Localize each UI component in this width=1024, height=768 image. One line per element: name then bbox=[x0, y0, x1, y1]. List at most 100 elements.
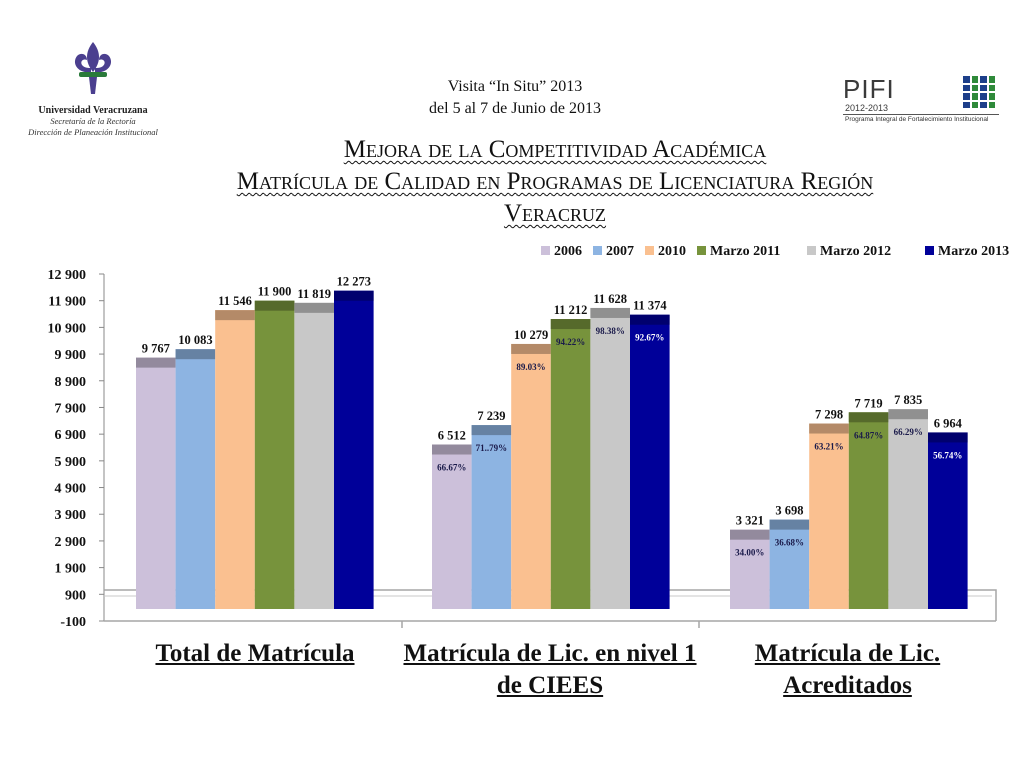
bar bbox=[432, 444, 472, 609]
bar bbox=[928, 432, 968, 609]
percent-label: 94.22% bbox=[556, 337, 585, 347]
y-tick-label: 900 bbox=[65, 588, 86, 603]
bar bbox=[511, 343, 551, 609]
bar-cap bbox=[848, 412, 889, 423]
legend-swatch bbox=[697, 246, 706, 255]
bar bbox=[471, 425, 512, 609]
secretaria-label: Secretaría de la Rectoría bbox=[50, 116, 136, 126]
value-label: 7 239 bbox=[477, 409, 505, 423]
university-name: Universidad Veracruzana bbox=[38, 105, 148, 116]
y-tick-label: 5 900 bbox=[55, 455, 87, 470]
y-tick-label: 1 900 bbox=[55, 562, 87, 577]
value-label: 11 212 bbox=[554, 303, 588, 317]
bar bbox=[136, 357, 176, 609]
bar bbox=[769, 519, 810, 609]
value-label: 11 819 bbox=[297, 287, 331, 301]
bar-cap bbox=[432, 444, 472, 455]
y-tick-label: -100 bbox=[60, 615, 86, 630]
value-label: 11 900 bbox=[258, 285, 292, 299]
legend-label: Marzo 2011 bbox=[710, 244, 780, 259]
legend-swatch bbox=[645, 246, 654, 255]
bar bbox=[630, 314, 670, 609]
bar bbox=[294, 302, 334, 609]
legend-label: 2007 bbox=[606, 244, 634, 259]
bar bbox=[334, 290, 374, 609]
bar bbox=[730, 529, 770, 609]
value-label: 7 835 bbox=[894, 393, 922, 407]
value-label: 9 767 bbox=[142, 342, 170, 356]
bar-cap bbox=[215, 310, 255, 321]
bar-cap bbox=[928, 432, 968, 443]
bar bbox=[848, 412, 889, 609]
y-tick-label: 7 900 bbox=[55, 401, 87, 416]
value-label: 11 546 bbox=[218, 294, 252, 308]
category-label: Total de Matrícula bbox=[155, 640, 355, 667]
bar-cap bbox=[511, 343, 551, 354]
value-label: 3 321 bbox=[736, 514, 764, 528]
bar-cap bbox=[730, 529, 770, 540]
y-tick-label: 2 900 bbox=[55, 535, 87, 550]
percent-label: 71..79% bbox=[476, 443, 508, 453]
percent-label: 56.74% bbox=[933, 450, 962, 460]
bar bbox=[888, 409, 928, 609]
y-tick-label: 6 900 bbox=[55, 428, 87, 443]
bar bbox=[550, 319, 591, 609]
category-label: Matrícula de Lic. en nivel 1 de CIEES bbox=[403, 640, 697, 699]
title-line-3: Veracruz bbox=[503, 200, 607, 227]
legend-label: Marzo 2013 bbox=[938, 244, 1009, 259]
y-tick-label: 12 900 bbox=[48, 268, 87, 283]
value-label: 10 083 bbox=[178, 333, 212, 347]
y-tick-label: 4 900 bbox=[55, 482, 87, 497]
legend-swatch bbox=[593, 246, 602, 255]
bar-cap bbox=[888, 409, 928, 420]
bar-cap bbox=[334, 290, 374, 301]
bar-cap bbox=[294, 302, 334, 313]
bar-cap bbox=[769, 519, 810, 530]
value-label: 3 698 bbox=[775, 504, 803, 518]
legend-swatch bbox=[541, 246, 550, 255]
pifi-logo: PIFI 2012-2013 Programa Integral de Fort… bbox=[843, 72, 1013, 132]
title-line-2: Matrícula de Calidad en Programas de Lic… bbox=[236, 168, 874, 195]
percent-label: 64.87% bbox=[854, 430, 883, 440]
slide-title: Mejora de la Competitividad Académica Ma… bbox=[100, 134, 1010, 230]
visit-title: Visita “In Situ” 2013 bbox=[447, 78, 583, 95]
value-label: 6 512 bbox=[438, 429, 466, 443]
visit-dates: del 5 al 7 de Junio de 2013 bbox=[429, 100, 601, 117]
y-tick-label: 11 900 bbox=[48, 295, 86, 310]
y-tick-label: 10 900 bbox=[48, 321, 87, 336]
bar-cap bbox=[590, 307, 630, 318]
y-tick-label: 8 900 bbox=[55, 375, 87, 390]
value-label: 7 719 bbox=[855, 396, 883, 410]
legend-swatch bbox=[925, 246, 934, 255]
legend-label: Marzo 2012 bbox=[820, 244, 891, 259]
percent-label: 63.21% bbox=[814, 442, 843, 452]
percent-label: 89.03% bbox=[516, 362, 545, 372]
percent-label: 34.00% bbox=[735, 548, 764, 558]
percent-label: 92.67% bbox=[635, 333, 664, 343]
legend-label: 2006 bbox=[554, 244, 582, 259]
pifi-program: Programa Integral de Fortalecimiento Ins… bbox=[845, 116, 989, 123]
floor-plate bbox=[104, 589, 997, 621]
category-label: Matrícula de Lic. Acreditados bbox=[754, 640, 941, 699]
bar bbox=[175, 349, 216, 609]
fleur-de-lis-icon bbox=[74, 42, 112, 94]
university-logo: Universidad Veracruzana Secretaría de la… bbox=[18, 38, 168, 138]
title-line-1: Mejora de la Competitividad Académica bbox=[343, 136, 767, 163]
bar-cap bbox=[136, 357, 176, 368]
legend-swatch bbox=[807, 246, 816, 255]
value-label: 7 298 bbox=[815, 408, 843, 422]
legend-label: 2010 bbox=[658, 244, 686, 259]
bar-cap bbox=[254, 300, 295, 311]
pifi-grid-icon bbox=[963, 76, 995, 108]
value-label: 11 374 bbox=[633, 299, 667, 313]
bar-cap bbox=[471, 425, 512, 436]
value-label: 10 279 bbox=[514, 328, 548, 342]
bar bbox=[254, 300, 295, 609]
pifi-years: 2012-2013 bbox=[845, 103, 889, 113]
y-tick-label: 9 900 bbox=[55, 348, 87, 363]
percent-label: 98.38% bbox=[596, 326, 625, 336]
bar bbox=[215, 310, 255, 609]
direccion-label: Dirección de Planeación Institucional bbox=[28, 127, 158, 137]
y-tick-label: 3 900 bbox=[55, 508, 87, 523]
